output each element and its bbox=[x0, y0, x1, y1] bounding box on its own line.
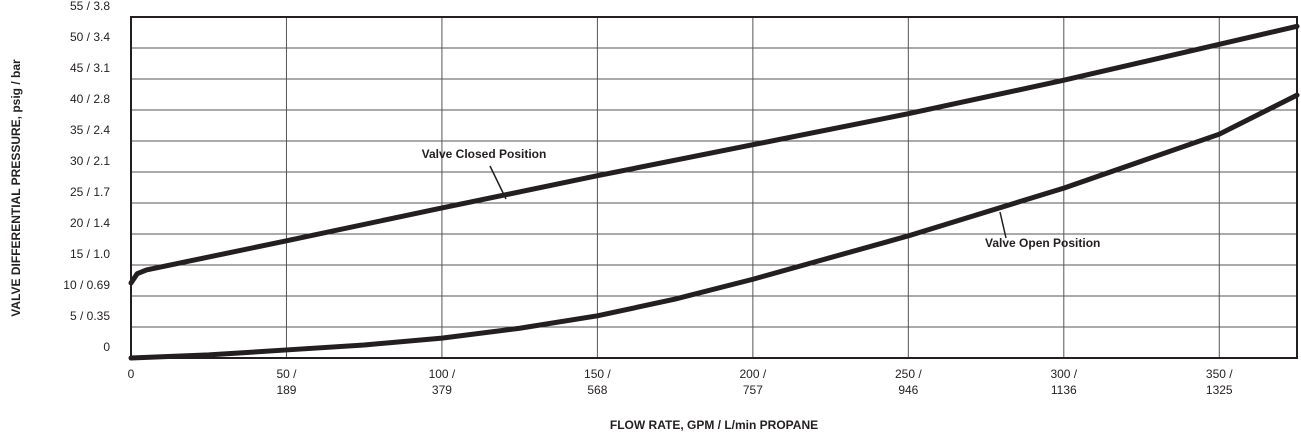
y-axis-label: VALVE DIFFERENTIAL PRESSURE, psig / bar bbox=[9, 59, 23, 317]
x-tick-label: 100 /379 bbox=[429, 367, 456, 397]
series-label: Valve Open Position bbox=[985, 236, 1100, 250]
x-tick-label: 200 /757 bbox=[740, 367, 767, 397]
y-tick-label: 5 / 0.35 bbox=[70, 309, 110, 323]
leader-line bbox=[489, 165, 507, 200]
line-series bbox=[128, 92, 1300, 361]
x-tick-label: 0 bbox=[128, 367, 135, 381]
x-tick-label: 250 /946 bbox=[895, 367, 922, 397]
y-tick-label: 55 / 3.8 bbox=[70, 0, 110, 13]
x-tick-label: 50 /189 bbox=[276, 367, 297, 397]
x-tick-label: 350 /1325 bbox=[1206, 367, 1233, 397]
series-label: Valve Closed Position bbox=[422, 147, 547, 161]
y-tick-label: 35 / 2.4 bbox=[70, 123, 110, 137]
y-tick-label: 30 / 2.1 bbox=[70, 154, 110, 168]
y-tick-label: 15 / 1.0 bbox=[70, 247, 110, 261]
y-tick-label: 50 / 3.4 bbox=[70, 30, 110, 44]
y-tick-label: 10 / 0.69 bbox=[63, 278, 110, 292]
y-tick-label: 40 / 2.8 bbox=[70, 92, 110, 106]
y-tick-label: 25 / 1.7 bbox=[70, 185, 110, 199]
y-tick-label: 20 / 1.4 bbox=[70, 216, 110, 230]
leader-line bbox=[999, 211, 1007, 239]
x-tick-label: 300 /1136 bbox=[1050, 367, 1077, 397]
x-axis-label: FLOW RATE, GPM / L/min PROPANE bbox=[610, 418, 818, 432]
x-tick-label: 150 /568 bbox=[584, 367, 611, 397]
y-tick-label: 45 / 3.1 bbox=[70, 61, 110, 75]
line-series bbox=[128, 23, 1300, 286]
y-tick-label: 0 bbox=[103, 340, 110, 354]
plot-frame bbox=[130, 16, 1298, 359]
